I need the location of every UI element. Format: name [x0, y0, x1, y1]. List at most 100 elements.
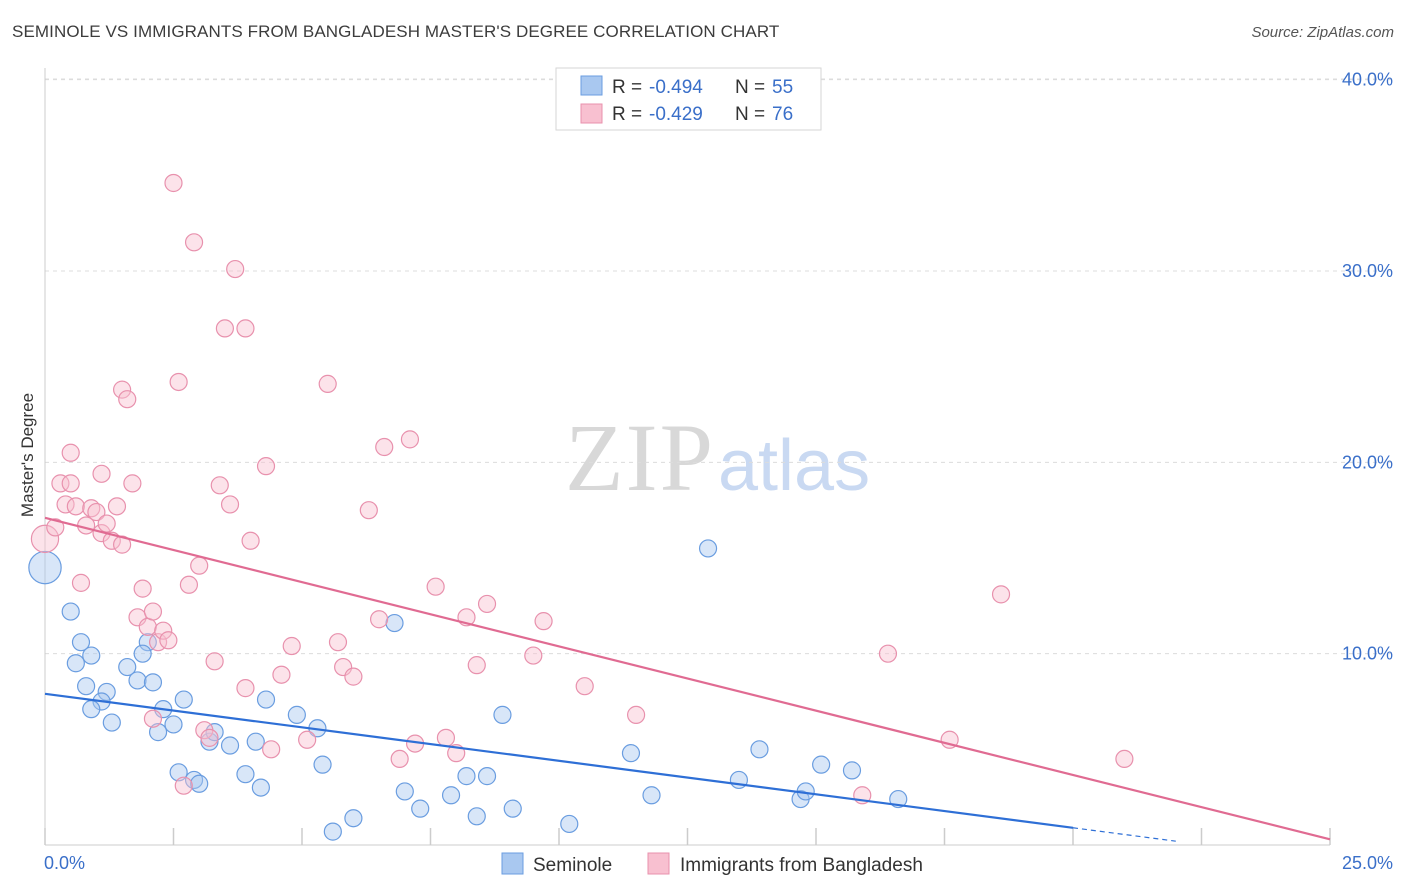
y-tick-label: 10.0%	[1342, 644, 1393, 664]
seminole-point	[61, 602, 80, 621]
chart-title: SEMINOLE VS IMMIGRANTS FROM BANGLADESH M…	[12, 22, 780, 41]
series-legend-label-bangladesh: Immigrants from Bangladesh	[680, 855, 923, 876]
legend-r-label: R =	[612, 104, 642, 125]
bangladesh-point	[205, 652, 224, 671]
bangladesh-point	[215, 319, 234, 338]
seminole-point	[169, 763, 188, 782]
series-legend-label-seminole: Seminole	[533, 855, 612, 876]
bangladesh-point	[575, 677, 594, 696]
seminole-point	[889, 789, 908, 809]
bangladesh-point	[626, 705, 646, 724]
legend-swatch-seminole	[580, 75, 603, 96]
x-tick-label: 0.0%	[44, 853, 85, 873]
bangladesh-point	[159, 631, 178, 650]
series-legend-swatch-seminole	[501, 852, 524, 875]
legend-n-label: N =	[735, 77, 765, 98]
legend-r-value-seminole: -0.494	[649, 77, 703, 98]
bangladesh-point	[164, 173, 183, 193]
bangladesh-point	[87, 502, 106, 522]
bangladesh-point	[143, 709, 163, 728]
seminole-point	[102, 713, 121, 732]
bangladesh-point	[375, 437, 394, 457]
seminole-point	[138, 633, 157, 652]
bangladesh-point	[328, 633, 348, 652]
bangladesh-point	[174, 776, 193, 795]
bangladesh-point	[210, 476, 229, 495]
y-axis-label: Master's Degree	[18, 393, 37, 517]
seminole-point	[118, 657, 137, 677]
bangladesh-point	[123, 474, 142, 493]
seminole-point	[750, 740, 769, 759]
axes	[44, 68, 1331, 846]
bangladesh-point	[390, 749, 409, 769]
source-label: Source: ZipAtlas.com	[1251, 24, 1394, 41]
bangladesh-point	[524, 646, 543, 665]
bangladesh-point	[344, 667, 363, 686]
legend-r-value-bangladesh: -0.429	[649, 104, 703, 125]
bangladesh-point	[118, 390, 137, 409]
watermark-zip: ZIP	[565, 404, 715, 511]
seminole-point	[467, 807, 486, 826]
seminole-point	[698, 539, 718, 558]
seminole-point	[82, 646, 101, 665]
bangladesh-point	[92, 464, 111, 483]
seminole-point	[493, 705, 512, 724]
bangladesh-point	[1115, 749, 1134, 769]
bangladesh-point	[272, 665, 291, 684]
seminole-point	[395, 782, 414, 801]
bangladesh-point	[436, 728, 456, 747]
bangladesh-point	[179, 575, 199, 594]
bangladesh-point	[236, 679, 255, 698]
seminole-point	[842, 761, 862, 780]
bangladesh-point	[190, 556, 209, 575]
bangladesh-point	[133, 579, 152, 598]
seminole-point	[560, 814, 579, 834]
bangladesh-point	[112, 380, 132, 399]
bangladesh-point	[143, 602, 163, 621]
legend-n-value-seminole: 55	[772, 77, 793, 98]
series-legend: Seminole Immigrants from Bangladesh	[501, 852, 923, 876]
trend-lines	[44, 516, 1331, 842]
seminole-point	[313, 755, 332, 774]
tick-labels: 10.0% 20.0% 30.0% 40.0% 0.0% 25.0%	[44, 70, 1393, 873]
seminole-point	[246, 732, 265, 751]
seminole-point	[287, 705, 306, 724]
seminole-point	[477, 767, 497, 786]
bangladesh-point	[426, 577, 445, 596]
legend: R = -0.494 N = 55 R = -0.429 N = 76	[555, 67, 822, 131]
seminole-point	[220, 736, 240, 755]
bangladesh-point	[298, 730, 317, 749]
y-tick-label: 40.0%	[1342, 70, 1393, 90]
bangladesh-point	[359, 501, 378, 520]
seminole-point	[457, 767, 476, 786]
seminole-point	[200, 732, 219, 751]
seminole-point	[642, 786, 661, 805]
seminole-point	[28, 550, 62, 585]
bangladesh-point	[226, 259, 245, 279]
bangladesh-point	[477, 594, 497, 614]
legend-r-label: R =	[612, 77, 642, 98]
y-tick-label: 30.0%	[1342, 261, 1393, 281]
legend-n-value-bangladesh: 76	[772, 104, 793, 125]
legend-swatch-bangladesh	[580, 103, 603, 124]
seminole-point	[385, 613, 404, 633]
seminole-point	[71, 633, 91, 652]
seminole-point	[251, 778, 270, 797]
bangladesh-point	[256, 457, 276, 476]
bangladesh-point	[262, 740, 281, 759]
seminole-point	[128, 671, 147, 690]
y-tick-label: 20.0%	[1342, 452, 1393, 472]
seminole-point	[323, 822, 342, 841]
bangladesh-point	[154, 621, 173, 640]
seminole-point	[148, 723, 168, 742]
seminole-point	[441, 786, 461, 805]
bangladesh-point	[169, 372, 188, 392]
bangladesh-point	[991, 585, 1011, 604]
bangladesh-point	[200, 728, 219, 747]
seminole-point	[503, 799, 522, 818]
seminole-trend-line	[44, 692, 1074, 829]
seminole-point	[236, 765, 255, 784]
bangladesh-point	[878, 644, 898, 663]
bangladesh-point	[370, 610, 389, 629]
bangladesh-point	[282, 636, 301, 656]
